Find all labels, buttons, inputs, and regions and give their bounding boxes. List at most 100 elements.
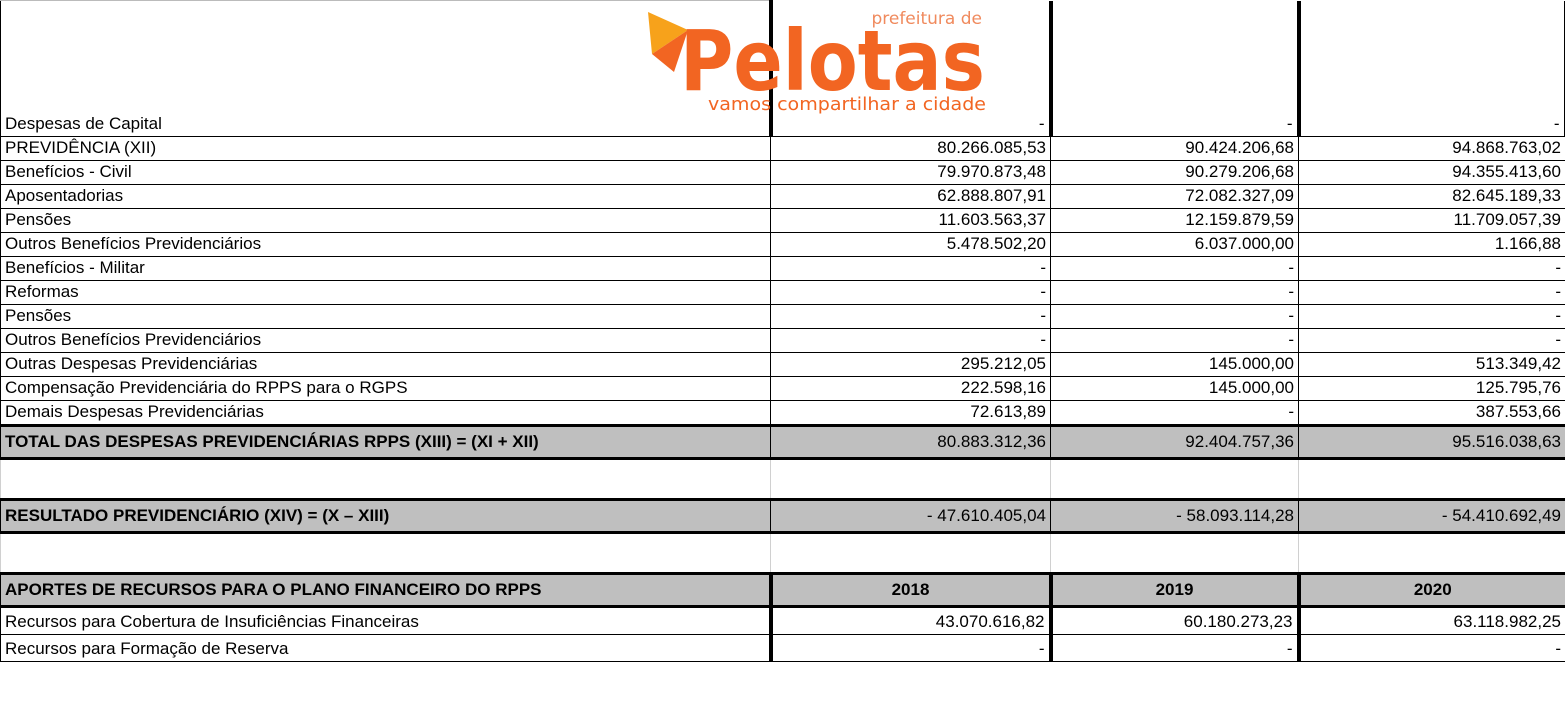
table-row: RESULTADO PREVIDENCIÁRIO (XIV) = (X – XI…: [0, 498, 1565, 534]
value-cell: 513.349,42: [1298, 352, 1565, 377]
value-cell: 63.118.982,25: [1296, 606, 1565, 635]
value-cell: -: [1048, 634, 1299, 662]
value-cell: -: [770, 280, 1051, 305]
table-row: Aposentadorias 62.888.807,91 72.082.327,09…: [0, 184, 1565, 209]
value-cell: 222.598,16: [770, 376, 1051, 401]
table-row: Reformas - - -: [0, 280, 1565, 305]
value-cell: -: [1050, 304, 1299, 329]
table-row: Pensões - - -: [0, 304, 1565, 329]
report-table: Despesas de Capital - - - PREVIDÊNCIA (XII) 8…: [0, 0, 1565, 662]
label-cell: Aposentadorias: [0, 184, 771, 209]
value-cell: 95.516.038,63: [1298, 424, 1565, 460]
value-cell: 92.404.757,36: [1050, 424, 1299, 460]
label-cell: Pensões: [0, 208, 771, 233]
value-cell: 295.212,05: [770, 352, 1051, 377]
value-cell: 62.888.807,91: [770, 184, 1051, 209]
empty-cell: [1298, 532, 1565, 574]
table-row: Benefícios - Militar - - -: [0, 256, 1565, 281]
value-cell: - 58.093.114,28: [1050, 498, 1299, 534]
value-cell: 2019: [1048, 572, 1299, 608]
label-cell: Outros Benefícios Previdenciários: [0, 232, 771, 257]
value-cell: -: [768, 634, 1051, 662]
table-row: Outras Despesas Previdenciárias 295.212,0…: [0, 352, 1565, 377]
label-cell: TOTAL DAS DESPESAS PREVIDENCIÁRIAS RPPS …: [0, 424, 771, 460]
table-row: Outros Benefícios Previdenciários - - -: [0, 328, 1565, 353]
value-cell: 2020: [1296, 572, 1565, 608]
value-cell: -: [1296, 0, 1565, 137]
table-row: Compensação Previdenciária do RPPS para …: [0, 376, 1565, 401]
value-cell: -: [1050, 280, 1299, 305]
value-cell: 387.553,66: [1298, 400, 1565, 426]
label-cell: Outros Benefícios Previdenciários: [0, 328, 771, 353]
value-cell: 90.279.206,68: [1050, 160, 1299, 185]
label-cell: Outras Despesas Previdenciárias: [0, 352, 771, 377]
table-row: Benefícios - Civil 79.970.873,48 90.279.20…: [0, 160, 1565, 185]
empty-cell: [1050, 458, 1299, 500]
value-cell: 94.868.763,02: [1298, 136, 1565, 161]
value-cell: - 47.610.405,04: [770, 498, 1051, 534]
empty-cell: [770, 458, 1051, 500]
value-cell: -: [1298, 328, 1565, 353]
logo-arrow: [648, 12, 688, 54]
value-cell: 145.000,00: [1050, 352, 1299, 377]
label-cell: APORTES DE RECURSOS PARA O PLANO FINANCE…: [0, 572, 771, 608]
value-cell: 12.159.879,59: [1050, 208, 1299, 233]
logo-top: prefeitura de: [871, 9, 982, 29]
spacer-row: [0, 532, 1565, 574]
value-cell: 94.355.413,60: [1298, 160, 1565, 185]
value-cell: 43.070.616,82: [768, 606, 1051, 635]
logo-arrow: [652, 30, 688, 72]
label-cell: Demais Despesas Previdenciárias: [0, 400, 771, 426]
table-row: APORTES DE RECURSOS PARA O PLANO FINANCE…: [0, 572, 1565, 608]
spacer-row: [0, 458, 1565, 500]
value-cell: 60.180.273,23: [1048, 606, 1299, 635]
value-cell: 80.883.312,36: [770, 424, 1051, 460]
value-cell: -: [1298, 280, 1565, 305]
label-cell: Compensação Previdenciária do RPPS para …: [0, 376, 771, 401]
table-row: Despesas de Capital - - -: [0, 0, 1565, 137]
value-cell: -: [1298, 256, 1565, 281]
value-cell: -: [1050, 328, 1299, 353]
label-cell: Benefícios - Civil: [0, 160, 771, 185]
empty-cell: [770, 532, 1051, 574]
table-row: Pensões 11.603.563,37 12.159.879,59 11.709.…: [0, 208, 1565, 233]
value-cell: 6.037.000,00: [1050, 232, 1299, 257]
value-cell: 2018: [768, 572, 1051, 608]
value-cell: 11.709.057,39: [1298, 208, 1565, 233]
label-cell: Reformas: [0, 280, 771, 305]
empty-cell: [0, 532, 771, 574]
value-cell: 125.795,76: [1298, 376, 1565, 401]
value-cell: 90.424.206,68: [1050, 136, 1299, 161]
value-cell: 79.970.873,48: [770, 160, 1051, 185]
value-cell: - 54.410.692,49: [1298, 498, 1565, 534]
label-cell: Recursos para Formação de Reserva: [0, 634, 771, 662]
value-cell: -: [768, 0, 1053, 137]
label-cell: RESULTADO PREVIDENCIÁRIO (XIV) = (X – XI…: [0, 498, 771, 534]
value-cell: 82.645.189,33: [1298, 184, 1565, 209]
table-row: Demais Despesas Previdenciárias 72.613,89…: [0, 400, 1565, 426]
label-cell: Despesas de Capital: [0, 0, 771, 137]
logo-name: Pelotas: [680, 12, 985, 110]
value-cell: -: [1048, 0, 1301, 137]
table-row: Recursos para Formação de Reserva - - -: [0, 634, 1565, 662]
table-row: Outros Benefícios Previdenciários 5.478.5…: [0, 232, 1565, 257]
empty-cell: [1298, 458, 1565, 500]
label-cell: Benefícios - Militar: [0, 256, 771, 281]
logo-tagline: vamos compartilhar a cidade: [708, 94, 986, 115]
value-cell: -: [770, 256, 1051, 281]
value-cell: 72.613,89: [770, 400, 1051, 426]
label-cell: Pensões: [0, 304, 771, 329]
value-cell: 1.166,88: [1298, 232, 1565, 257]
value-cell: 80.266.085,53: [770, 136, 1051, 161]
value-cell: 145.000,00: [1050, 376, 1299, 401]
empty-cell: [0, 458, 771, 500]
value-cell: -: [1050, 256, 1299, 281]
value-cell: -: [1050, 400, 1299, 426]
label-cell: PREVIDÊNCIA (XII): [0, 136, 771, 161]
value-cell: -: [1296, 634, 1565, 662]
label-cell: Recursos para Cobertura de Insuficiência…: [0, 606, 771, 635]
value-cell: -: [1298, 304, 1565, 329]
value-cell: 5.478.502,20: [770, 232, 1051, 257]
table-row: PREVIDÊNCIA (XII) 80.266.085,53 90.424.206…: [0, 136, 1565, 161]
